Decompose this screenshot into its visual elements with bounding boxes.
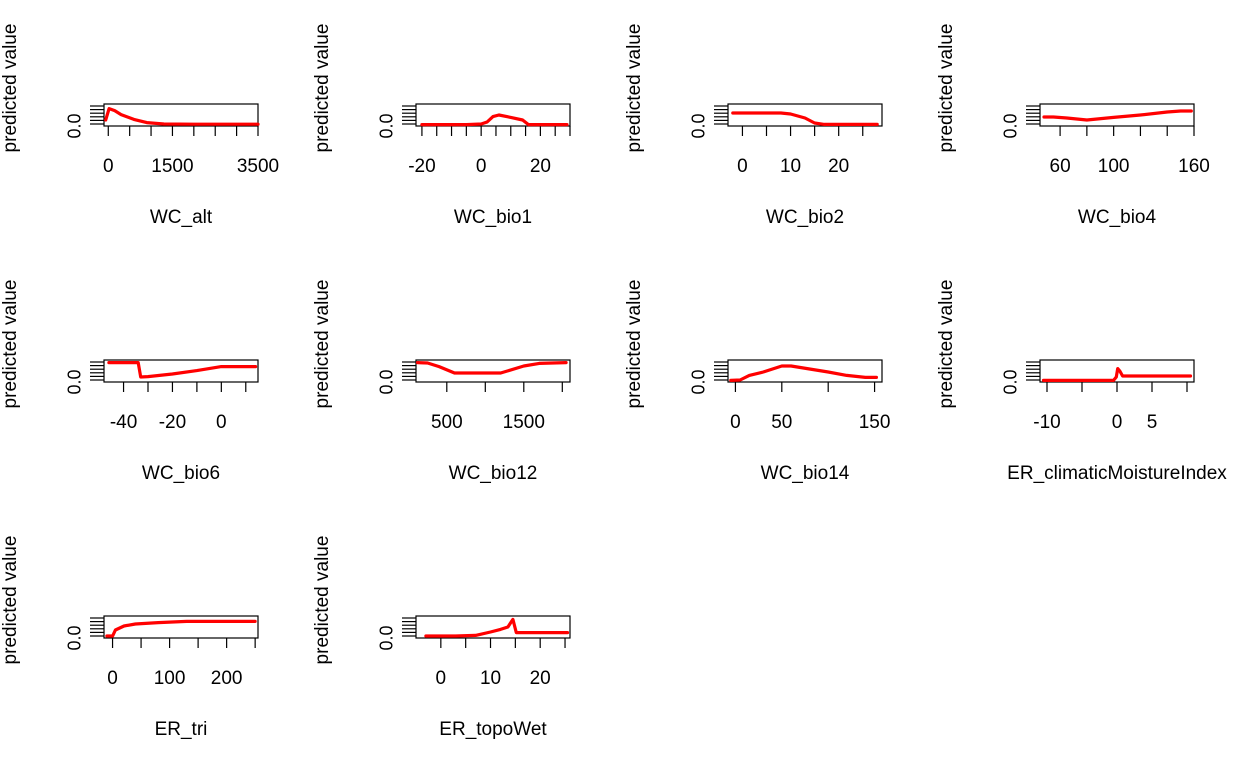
panel-2: 0.0 predicted value -20 0 20 WC_bio1 bbox=[312, 24, 571, 228]
x-tick-label: -20 bbox=[408, 156, 435, 177]
plot-frame bbox=[1039, 103, 1195, 127]
x-tick-label: 150 bbox=[859, 412, 891, 433]
x-tick-label: 50 bbox=[771, 412, 792, 433]
x-axis-title: WC_bio6 bbox=[142, 463, 220, 484]
x-axis-title: WC_bio4 bbox=[1078, 207, 1157, 228]
plot-frame bbox=[415, 615, 571, 639]
y-axis-title: predicted value bbox=[936, 280, 957, 409]
x-axis-title: ER_climaticMoistureIndex bbox=[1007, 463, 1227, 484]
plot-frame bbox=[415, 103, 571, 127]
plot-frame bbox=[103, 615, 259, 639]
x-tick-label: 20 bbox=[530, 668, 551, 689]
panel-6: 0.0 predicted value 500 1500 WC_bio12 bbox=[312, 280, 571, 484]
series-line-1 bbox=[1042, 109, 1193, 122]
panel-3: 0.0 predicted value 0 10 20 WC_bio2 bbox=[624, 24, 883, 228]
x-axis-title: ER_topoWet bbox=[439, 719, 547, 740]
series-line-1 bbox=[415, 361, 568, 375]
y-tick-label: 0.0 bbox=[1000, 113, 1020, 138]
y-axis-title: predicted value bbox=[936, 24, 957, 153]
x-tick-label: 0 bbox=[476, 156, 487, 177]
series-line-1 bbox=[420, 113, 569, 127]
x-tick-label: 1500 bbox=[151, 156, 193, 177]
panel-4: 0.0 predicted value 60 100 160 WC_bio4 bbox=[936, 24, 1210, 228]
x-tick-label: 500 bbox=[431, 412, 463, 433]
x-tick-label: 100 bbox=[154, 668, 186, 689]
y-tick-label: 0.0 bbox=[64, 113, 84, 138]
x-axis-title: WC_bio1 bbox=[454, 207, 532, 228]
panel-8: 0.0 predicted value -10 0 5 ER_climaticMoistu… bbox=[936, 280, 1227, 484]
y-tick-label: 0.0 bbox=[688, 369, 708, 394]
y-axis-title: predicted value bbox=[0, 24, 21, 153]
x-tick-label: 200 bbox=[211, 668, 243, 689]
x-tick-label: 5 bbox=[1147, 412, 1158, 433]
x-axis-title: ER_tri bbox=[155, 719, 208, 740]
series-line-1 bbox=[729, 364, 879, 382]
x-tick-label: 1500 bbox=[503, 412, 545, 433]
y-axis-title: predicted value bbox=[0, 280, 21, 409]
y-axis-title: predicted value bbox=[312, 24, 333, 153]
plot-frame bbox=[103, 359, 259, 383]
x-tick-label: 0 bbox=[216, 412, 227, 433]
y-axis-title: predicted value bbox=[312, 280, 333, 409]
series-line-1 bbox=[105, 619, 257, 638]
series-line-1 bbox=[731, 111, 879, 127]
series-line-1 bbox=[424, 617, 570, 638]
x-axis-title: WC_bio14 bbox=[761, 463, 850, 484]
x-axis-title: WC_alt bbox=[150, 207, 213, 228]
y-tick-label: 0.0 bbox=[376, 625, 396, 650]
y-tick-label: 0.0 bbox=[64, 369, 84, 394]
x-axis-title: WC_bio2 bbox=[766, 207, 844, 228]
panel-9: 0.0 predicted value 0 100 200 ER_tri bbox=[0, 536, 259, 740]
x-tick-label: 20 bbox=[530, 156, 551, 177]
x-tick-label: 160 bbox=[1178, 156, 1210, 177]
series-line-1 bbox=[104, 106, 260, 126]
plot-frame bbox=[727, 359, 883, 383]
x-tick-label: 100 bbox=[1098, 156, 1130, 177]
plot-frame bbox=[727, 103, 883, 127]
x-tick-label: 0 bbox=[103, 156, 114, 177]
panel-7: 0.0 predicted value 0 50 150 WC_bio14 bbox=[624, 280, 890, 484]
panel-5: 0.0 predicted value -40 -20 0 WC_bio6 bbox=[0, 280, 259, 484]
x-tick-label: 3500 bbox=[237, 156, 279, 177]
x-tick-label: 10 bbox=[480, 668, 501, 689]
plot-frame bbox=[415, 359, 571, 383]
panel-10: 0.0 predicted value 0 10 20 ER_topoWet bbox=[312, 536, 571, 740]
x-tick-label: 60 bbox=[1050, 156, 1071, 177]
x-tick-label: -20 bbox=[159, 412, 186, 433]
y-axis-title: predicted value bbox=[624, 280, 645, 409]
y-tick-label: 0.0 bbox=[688, 113, 708, 138]
x-axis-title: WC_bio12 bbox=[449, 463, 538, 484]
y-axis-title: predicted value bbox=[624, 24, 645, 153]
y-axis-title: predicted value bbox=[312, 536, 333, 665]
y-axis-title: predicted value bbox=[0, 536, 21, 665]
x-tick-label: -40 bbox=[110, 412, 137, 433]
x-tick-label: -10 bbox=[1033, 412, 1060, 433]
x-tick-label: 0 bbox=[107, 668, 118, 689]
y-tick-label: 0.0 bbox=[64, 625, 84, 650]
y-tick-label: 0.0 bbox=[376, 113, 396, 138]
panel-1: 0.0 predicted value 0 1500 3500 WC_alt bbox=[0, 24, 279, 228]
x-tick-label: 20 bbox=[828, 156, 849, 177]
series-line-1 bbox=[107, 361, 258, 379]
x-tick-label: 0 bbox=[1112, 412, 1123, 433]
series-line-1 bbox=[1041, 367, 1193, 382]
x-tick-label: 0 bbox=[737, 156, 748, 177]
x-tick-label: 0 bbox=[730, 412, 741, 433]
x-tick-label: 0 bbox=[436, 668, 447, 689]
y-tick-label: 0.0 bbox=[376, 369, 396, 394]
y-tick-label: 0.0 bbox=[1000, 369, 1020, 394]
plot-frame bbox=[103, 103, 259, 127]
x-tick-label: 10 bbox=[780, 156, 801, 177]
